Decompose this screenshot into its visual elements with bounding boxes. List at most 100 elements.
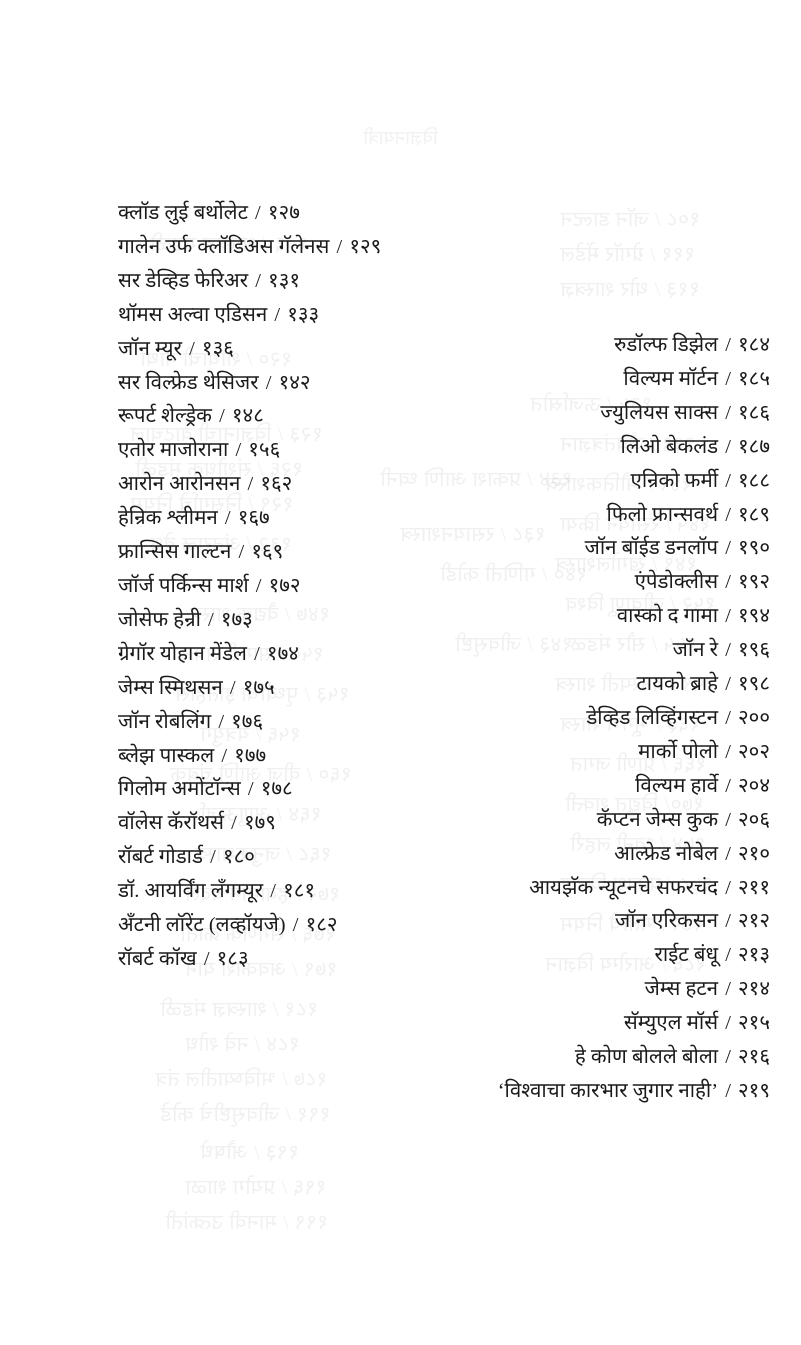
index-entry-page-number: १८१ [283, 880, 316, 903]
index-entry: हेन्रिक श्लीमन / १६७ [118, 502, 448, 536]
index-entry: फिलो फ्रान्सवर्थ / १८९ [400, 499, 770, 533]
index-entry-name: गिलोम अमोंटॉन्स [118, 778, 241, 801]
index-entry-name: विल्यम हार्वे [635, 774, 719, 797]
index-entry: गालेन उर्फ क्लॉडिअस गॅलेनस / १२९ [118, 231, 448, 265]
index-entry: गिलोम अमोंटॉन्स / १७८ [118, 773, 448, 807]
index-entry-page-number: १८६ [738, 401, 770, 424]
index-entry-separator: / [720, 334, 737, 356]
index-entry: डेव्हिड लिव्हिंगस्टन / २०० [400, 702, 770, 736]
index-entry-name: हेन्रिक श्लीमन [118, 507, 218, 530]
index-entry-separator: / [198, 947, 215, 970]
index-entry-separator: / [720, 401, 737, 424]
index-entry-page-number: १३३ [287, 303, 320, 326]
index-entry-page-number: १६२ [260, 473, 293, 496]
index-entry: जेम्स हटन / २१४ [400, 973, 770, 1007]
index-entry-separator: / [720, 673, 737, 696]
index-entry: रूपर्ट शेल्ड्रेक / १४८ [118, 400, 448, 434]
index-entry-name: ग्रेगॉर योहान मेंडेल [118, 642, 247, 665]
index-entry-page-number: १८३ [216, 947, 249, 970]
index-entry-page-number: १७७ [234, 744, 267, 767]
index-entry-name: रॉबर्ट गोडार्ड [118, 846, 203, 869]
index-entry-separator: / [720, 537, 737, 560]
index-entry: एन्रिको फर्मी / १८८ [400, 465, 770, 499]
index-entry: फ्रान्सिस गाल्टन / १६९ [118, 536, 448, 570]
index-entry-page-number: १७९ [243, 812, 276, 835]
index-entry: राईट बंधू / २१३ [400, 939, 770, 973]
index-entry-separator: / [720, 605, 737, 628]
index-entry-name: ब्लेझ पास्कल [118, 744, 215, 767]
index-entry-name: लिओ बेकलंड [620, 435, 719, 458]
index-entry-page-number: २१६ [738, 1046, 770, 1069]
index-entry-name: ‘विश्वाचा कारभार जुगार नाही’ [497, 1079, 719, 1102]
index-entry-page-number: १९२ [738, 571, 770, 594]
index-entry-separator: / [219, 507, 236, 530]
index-entry-separator: / [287, 914, 304, 937]
index-entry: जेम्स स्मिथसन / १७५ [118, 672, 448, 706]
index-entry-separator: / [720, 1046, 737, 1069]
index-entry: आयझॅक न्यूटनचे सफरचंद / २११ [400, 872, 770, 906]
index-entry-page-number: १९० [738, 537, 770, 560]
index-column-left: क्लॉड लुई बर्थोलेट / १२७ गालेन उर्फ क्लॉड… [118, 197, 448, 977]
index-entry: रॉबर्ट कॉख / १८३ [118, 943, 448, 977]
index-entry-name: हे कोण बोलले बोला [574, 1046, 719, 1069]
index-entry-separator: / [720, 469, 737, 492]
index-entry-separator: / [269, 303, 286, 326]
index-entry-separator: / [250, 574, 267, 597]
index-entry-name: जॉन म्यूर [118, 337, 182, 360]
index-entry-name: फ्रान्सिस गाल्टन [118, 541, 232, 564]
index-entry-page-number: २१२ [738, 910, 770, 933]
index-entry-name: सर विल्फ्रेड थेसिजर [118, 371, 259, 394]
index-entry-page-number: १८४ [738, 334, 770, 356]
index-entry-page-number: १८९ [738, 503, 770, 526]
index-entry-page-number: १८८ [738, 469, 770, 492]
index-entry-name: क्लॉड लुई बर्थोलेट [118, 202, 248, 224]
index-entry-separator: / [720, 435, 737, 458]
index-entry: जॉन बॉईड डनलॉप / १९० [400, 532, 770, 566]
index-entry-separator: / [250, 269, 267, 292]
index-entry: अँटनी लॉरेंट (लव्हॉयजे) / १८२ [118, 909, 448, 943]
index-entry-name: वॉलेस कॅरॉथर्स [118, 812, 224, 835]
index-entry-name: ज्युलियस साक्स [600, 401, 719, 424]
index-entry-name: रुडॉल्फ डिझेल [614, 334, 719, 356]
index-entry-name: फिलो फ्रान्सवर्थ [606, 503, 719, 526]
index-entry-name: एन्रिको फर्मी [630, 469, 719, 492]
index-entry: वास्को द गामा / १९४ [400, 600, 770, 634]
index-entry: जॉन म्यूर / १३६ [118, 333, 448, 367]
index-entry-page-number: २११ [738, 876, 770, 899]
index-entry-separator: / [233, 541, 250, 564]
index-entry-separator: / [720, 978, 737, 1001]
index-entry-separator: / [720, 842, 737, 865]
index-entry-page-number: १९६ [738, 639, 770, 662]
index-entry-name: जॉन रोबलिंग [118, 710, 212, 733]
index-entry-separator: / [260, 371, 277, 394]
index-entry-separator: / [204, 846, 221, 869]
index-entry: डॉ. आयर्विंग लँगम्यूर / १८१ [118, 875, 448, 909]
index-entry: ब्लेझ पास्कल / १७७ [118, 740, 448, 774]
index-entry-page-number: १८५ [738, 367, 770, 390]
index-entry: आल्फ्रेड नोबेल / २१० [400, 838, 770, 872]
index-entry-name: मार्को पोलो [638, 740, 719, 763]
index-entry-page-number: २०४ [738, 774, 770, 797]
index-entry-page-number: १९८ [738, 673, 770, 696]
index-entry-separator: / [213, 405, 230, 428]
index-entry-name: डेव्हिड लिव्हिंगस्टन [586, 706, 719, 729]
index-entry: ‘विश्वाचा कारभार जुगार नाही’ / २१९ [400, 1075, 770, 1109]
index-entry-name: डॉ. आयर्विंग लँगम्यूर [118, 880, 264, 903]
index-entry: एंपेडोक्लीस / १९२ [400, 566, 770, 600]
index-entry-page-number: १७४ [266, 642, 299, 665]
index-entry: सर डेव्हिड फेरिअर / १३१ [118, 265, 448, 299]
index-entry-name: जॉन एरिकसन [615, 910, 719, 933]
index-entry-separator: / [720, 910, 737, 933]
index-entry-page-number: १२९ [349, 235, 382, 258]
index-entry-page-number: १४२ [278, 371, 311, 394]
index-entry-page-number: १३६ [201, 337, 234, 360]
index-entry-name: जोसेफ हेन्री [118, 608, 201, 631]
index-entry-separator: / [224, 676, 241, 699]
index-entry-name: जॉन रे [672, 639, 719, 662]
index-entry: जॉन रे / १९६ [400, 634, 770, 668]
index-entry-name: राईट बंधू [654, 944, 719, 967]
index-entry-page-number: १८७ [738, 435, 770, 458]
index-entry: कॅप्टन जेम्स कुक / २०६ [400, 804, 770, 838]
index-entry-name: जॉन बॉईड डनलॉप [584, 537, 719, 560]
index-entry-page-number: १४८ [231, 405, 264, 428]
